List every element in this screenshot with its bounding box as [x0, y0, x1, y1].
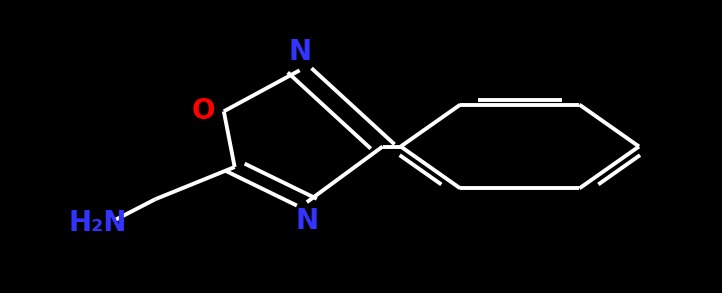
Text: H₂N: H₂N — [69, 209, 127, 237]
Text: N: N — [295, 207, 318, 235]
Text: N: N — [288, 38, 311, 66]
Text: O: O — [191, 97, 215, 125]
